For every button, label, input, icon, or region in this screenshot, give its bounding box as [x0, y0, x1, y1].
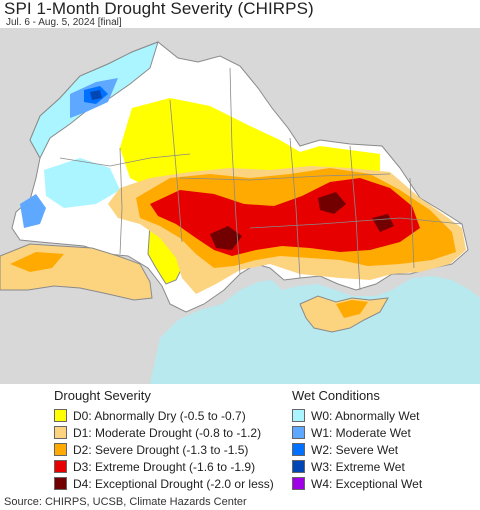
map-subtitle: Jul. 6 - Aug. 5, 2024 [final] — [6, 17, 122, 28]
legend-swatch-d2 — [54, 443, 67, 456]
map-title: SPI 1-Month Drought Severity (CHIRPS) — [4, 0, 314, 18]
legend-label-d0: D0: Abnormally Dry (-0.5 to -0.7) — [73, 408, 246, 423]
legend-label-w3: W3: Extreme Wet — [311, 459, 405, 474]
source-credit: Source: CHIRPS, UCSB, Climate Hazards Ce… — [4, 496, 247, 508]
legend-item-d2: D2: Severe Drought (-1.3 to -1.5) — [54, 442, 274, 457]
wet-extreme — [90, 90, 102, 100]
black-sea — [150, 276, 480, 384]
legend-swatch-w2 — [292, 443, 305, 456]
legend-item-w1: W1: Moderate Wet — [292, 425, 422, 440]
legend-item-d1: D1: Moderate Drought (-0.8 to -1.2) — [54, 425, 274, 440]
legend-item-w3: W3: Extreme Wet — [292, 459, 422, 474]
drought-map-svg — [0, 28, 480, 384]
wet-west — [20, 194, 46, 228]
oblast-borders — [59, 67, 463, 291]
legend-swatch-w4 — [292, 477, 305, 490]
legend-item-d3: D3: Extreme Drought (-1.6 to -1.9) — [54, 459, 274, 474]
legend-item-d4: D4: Exceptional Drought (-2.0 or less) — [54, 476, 274, 491]
legend-label-w0: W0: Abnormally Wet — [311, 408, 420, 423]
drought-legend: Drought Severity D0: Abnormally Dry (-0.… — [54, 388, 274, 493]
drought-map — [0, 28, 480, 384]
legend-swatch-d1 — [54, 426, 67, 439]
wet-west-light — [44, 158, 120, 208]
wet-legend-heading: Wet Conditions — [292, 388, 380, 403]
legend-item-w0: W0: Abnormally Wet — [292, 408, 422, 423]
legend-label-d3: D3: Extreme Drought (-1.6 to -1.9) — [73, 459, 256, 474]
drought-exceptional-a — [210, 226, 242, 250]
wet-legend: Wet Conditions W0: Abnormally Wet W1: Mo… — [292, 388, 422, 493]
legend-label-d2: D2: Severe Drought (-1.3 to -1.5) — [73, 442, 249, 457]
legend-label-d4: D4: Exceptional Drought (-2.0 or less) — [73, 476, 274, 491]
legend-swatch-w1 — [292, 426, 305, 439]
romania-severe — [10, 252, 64, 272]
crimea-dry — [336, 300, 368, 318]
legend-label-w4: W4: Exceptional Wet — [311, 476, 423, 491]
legend-swatch-d3 — [54, 460, 67, 473]
legend-item-d0: D0: Abnormally Dry (-0.5 to -0.7) — [54, 408, 274, 423]
legend-item-w2: W2: Severe Wet — [292, 442, 422, 457]
legend-swatch-d0 — [54, 409, 67, 422]
legend-label-d1: D1: Moderate Drought (-0.8 to -1.2) — [73, 425, 262, 440]
legend-swatch-d4 — [54, 477, 67, 490]
legend-item-w4: W4: Exceptional Wet — [292, 476, 422, 491]
legend-label-w1: W1: Moderate Wet — [311, 425, 411, 440]
legend-label-w2: W2: Severe Wet — [311, 442, 399, 457]
legend-swatch-w3 — [292, 460, 305, 473]
drought-legend-heading: Drought Severity — [54, 388, 151, 403]
dry-abnormal-zone — [120, 98, 380, 188]
legend: Drought Severity D0: Abnormally Dry (-0.… — [0, 384, 480, 492]
legend-swatch-w0 — [292, 409, 305, 422]
drought-exceptional-b — [318, 192, 346, 214]
